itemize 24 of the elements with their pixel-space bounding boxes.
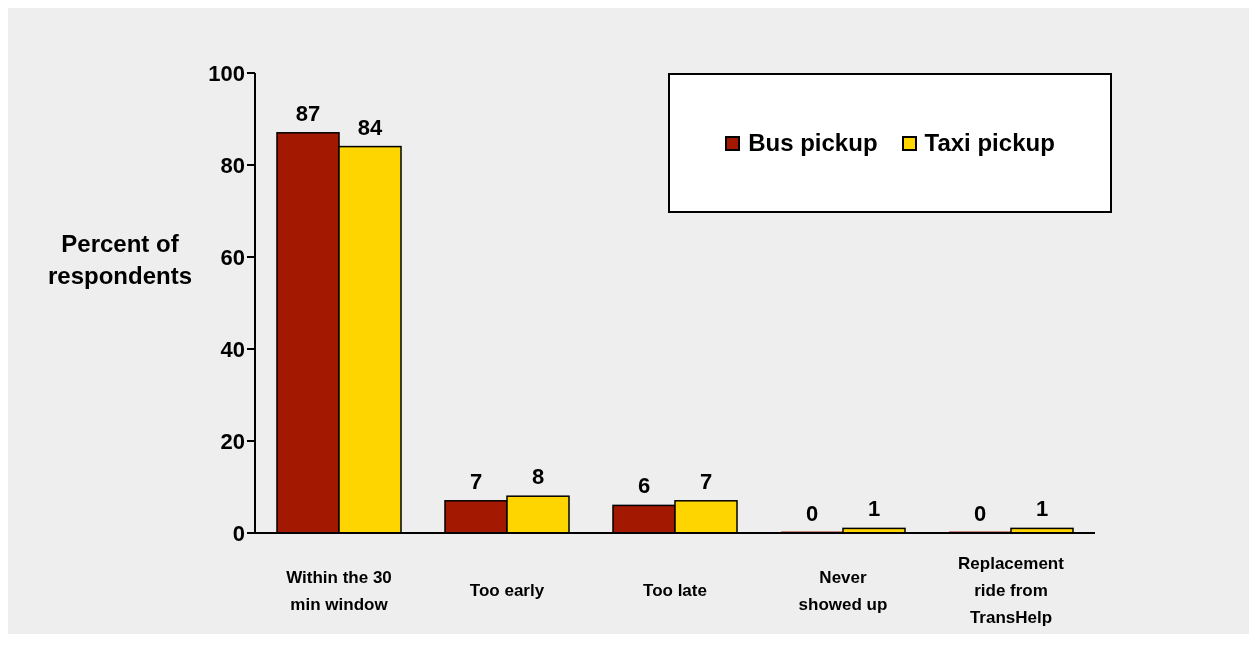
y-tick-label: 80 <box>220 152 245 178</box>
data-label: 0 <box>973 501 987 526</box>
legend-label: Taxi pickup <box>924 129 1055 157</box>
x-tick-label: Too late <box>643 581 707 600</box>
data-label: 7 <box>699 468 713 494</box>
data-label: 84 <box>357 114 383 140</box>
data-label: 1 <box>867 496 881 522</box>
data-label: 87 <box>295 100 321 126</box>
x-tick-label: Never showed up <box>798 567 888 614</box>
data-label: 1 <box>1035 496 1049 522</box>
data-label: 8 <box>531 464 545 490</box>
x-tick-label: Replacement ride from TransHelp <box>958 554 1065 627</box>
legend-label: Bus pickup <box>748 129 878 157</box>
y-tick-label: 20 <box>220 428 245 454</box>
data-label: 7 <box>469 468 483 494</box>
x-tick-label: Within the 30 min window <box>286 567 392 614</box>
y-tick-label: 0 <box>232 520 245 546</box>
y-axis-title: Percent of respondents <box>47 229 193 291</box>
y-tick-label: 60 <box>220 244 245 270</box>
data-label: 0 <box>805 501 819 526</box>
x-tick-label: Too early <box>469 581 545 600</box>
y-tick-label: 100 <box>208 60 245 86</box>
data-label: 6 <box>637 473 651 499</box>
y-tick-label: 40 <box>220 336 245 362</box>
